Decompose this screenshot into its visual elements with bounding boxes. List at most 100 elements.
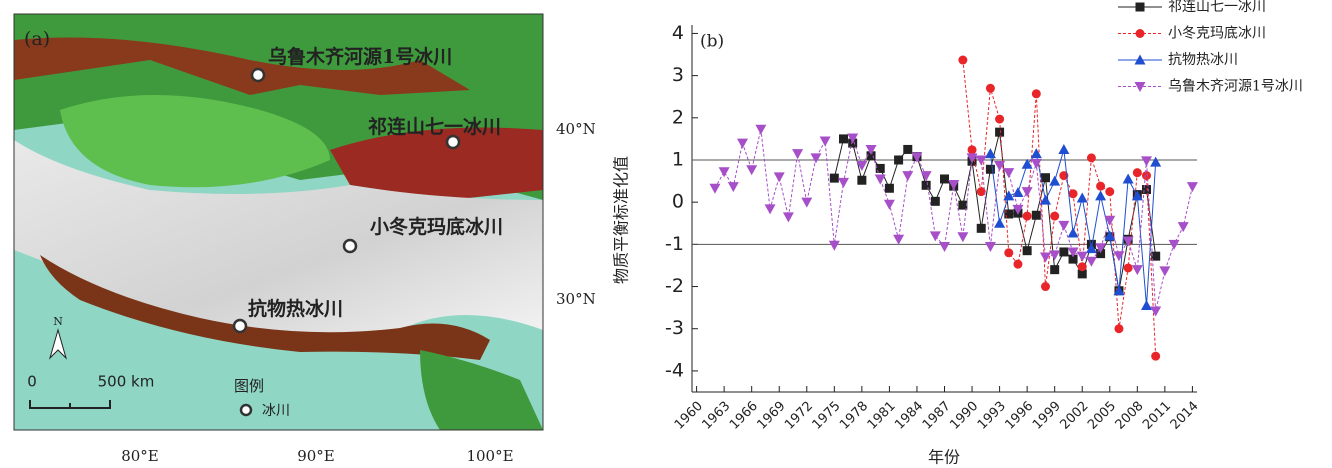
tianshan [14, 37, 470, 95]
point [1041, 282, 1050, 292]
y-axis-label: 物质平衡标准化值 [612, 156, 631, 284]
point [1021, 187, 1033, 198]
legend-label: 祁连山七一冰川 [1168, 0, 1266, 15]
x-tick-label: 2005 [1085, 399, 1119, 433]
site-marker [232, 318, 248, 334]
point [1013, 259, 1023, 269]
point [1076, 251, 1088, 262]
point [847, 133, 859, 144]
point [994, 217, 1006, 228]
legend-marker [1134, 82, 1146, 92]
point [727, 182, 739, 193]
scale-label: 500 km [98, 373, 155, 391]
point [929, 231, 941, 242]
point [839, 134, 848, 144]
y-tick-label: 3 [672, 64, 684, 86]
y-tick-label: -4 [665, 359, 684, 381]
lon-label: 80°E [121, 447, 159, 465]
point [930, 196, 940, 206]
point [1150, 306, 1162, 317]
point [1022, 211, 1032, 221]
qilian [330, 127, 543, 200]
point [1041, 173, 1050, 183]
point [1012, 186, 1024, 197]
scale-bar [29, 400, 111, 409]
point [1123, 263, 1133, 273]
point [911, 152, 923, 163]
x-tick-label: 1978 [837, 399, 871, 433]
x-tick-label: 1975 [810, 399, 844, 433]
point [984, 148, 996, 159]
point [1159, 266, 1171, 277]
x-tick-label: 2008 [1113, 399, 1147, 433]
point [1141, 156, 1152, 167]
point [773, 172, 785, 183]
point [829, 173, 839, 183]
point [755, 124, 767, 135]
y-tick-label: -2 [665, 275, 684, 297]
legend-marker [1134, 54, 1146, 65]
scale-label: 0 [27, 373, 37, 391]
southeast-terrain [420, 350, 543, 430]
point [1096, 181, 1106, 191]
panel-label: (b) [700, 32, 724, 52]
point [1031, 210, 1041, 220]
point [1076, 192, 1088, 203]
point [995, 127, 1005, 137]
point [1050, 211, 1060, 221]
point [1122, 236, 1134, 247]
y-tick-label: 4 [672, 22, 684, 44]
point [819, 136, 831, 147]
series-line [714, 129, 1193, 312]
point [966, 153, 978, 164]
point [883, 199, 895, 210]
site-marker [445, 134, 461, 150]
point [1113, 251, 1125, 262]
point [1141, 300, 1152, 311]
point [948, 179, 960, 190]
point [1151, 251, 1161, 261]
x-tick-label: 2011 [1140, 399, 1174, 433]
point [1058, 220, 1070, 231]
point [1077, 269, 1087, 279]
point [1142, 171, 1151, 181]
x-tick-label: 1981 [865, 399, 899, 433]
y-tick-label: 1 [672, 148, 684, 170]
y-tick-label: 0 [672, 191, 684, 213]
point [985, 164, 995, 174]
point [1104, 215, 1116, 226]
point [1068, 254, 1078, 264]
x-tick-label: 2002 [1058, 399, 1092, 433]
legend-label: 乌鲁木齐河源1号冰川 [1168, 79, 1303, 95]
point [1003, 168, 1015, 179]
point [976, 187, 986, 197]
north-arrow [48, 328, 68, 360]
x-tick-label: 1996 [1002, 399, 1036, 433]
point [1114, 324, 1124, 334]
point [764, 204, 776, 215]
x-tick-label: 1987 [920, 399, 954, 433]
map-frame [13, 13, 544, 431]
point [1021, 158, 1033, 169]
point [718, 167, 730, 178]
point [1067, 247, 1079, 258]
x-tick-label: 1963 [699, 399, 733, 433]
point [939, 241, 950, 252]
point [920, 171, 932, 182]
point [1085, 256, 1097, 267]
point [1049, 175, 1061, 186]
point [875, 163, 885, 173]
point [994, 160, 1006, 171]
point [921, 180, 931, 190]
site-marker [342, 238, 358, 254]
point [1040, 194, 1051, 205]
point [801, 197, 813, 208]
point [975, 155, 987, 166]
series-line [833, 132, 1157, 291]
point [1012, 204, 1024, 215]
point [874, 174, 886, 185]
point [792, 149, 804, 160]
site-label: 乌鲁木齐河源1号冰川 [268, 45, 452, 68]
point [967, 145, 977, 155]
